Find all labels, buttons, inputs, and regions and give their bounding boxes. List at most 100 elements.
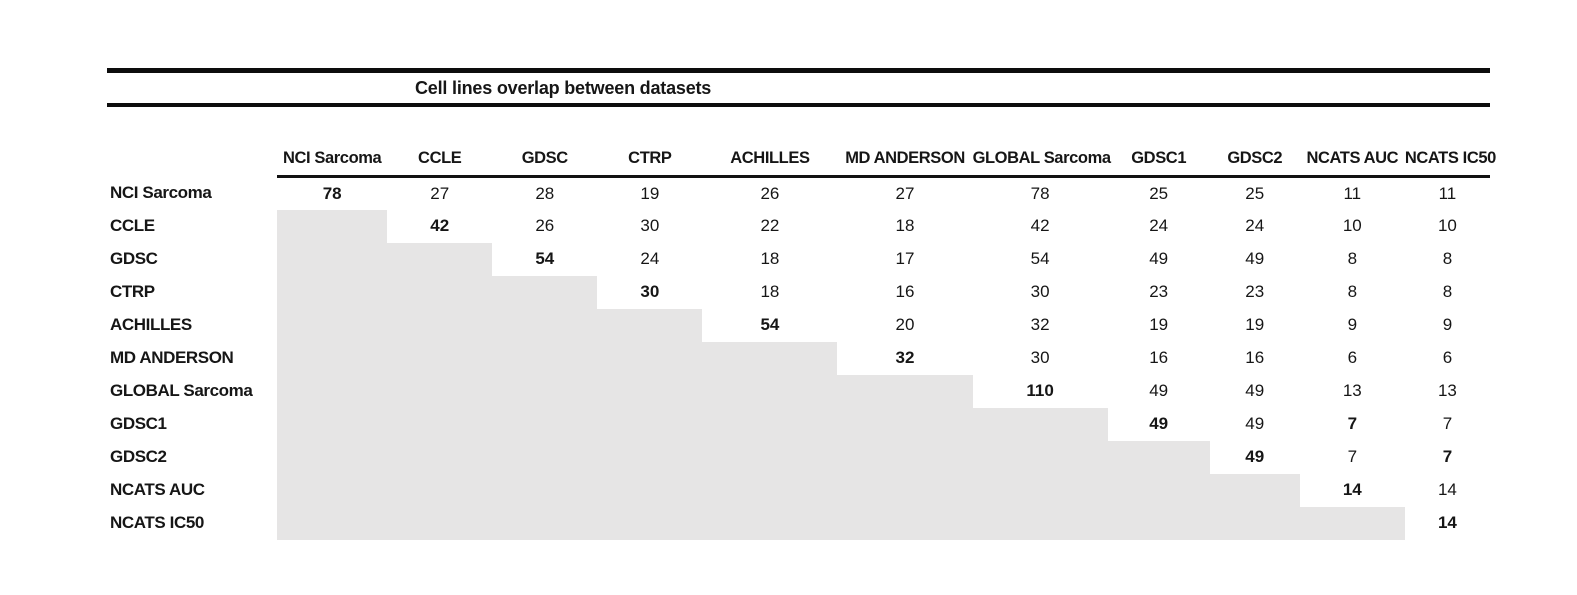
cell-r9-c2 — [492, 473, 598, 507]
column-header-c3: CTRP — [597, 107, 703, 178]
cell-r1-c0 — [277, 209, 388, 243]
cell-r0-c2: 28 — [535, 183, 555, 203]
cell-r8-c10: 7 — [1442, 447, 1453, 466]
cell-r4-c3 — [597, 308, 703, 342]
cell-r4-c4: 54 — [760, 315, 780, 334]
cell-r5-c7: 16 — [1149, 348, 1169, 367]
table-title: Cell lines overlap between datasets — [415, 77, 712, 98]
cell-r9-c1 — [387, 473, 493, 507]
cell-r10-c3 — [597, 506, 703, 540]
cell-r2-c4: 18 — [760, 249, 780, 268]
cell-r10-c6 — [972, 506, 1108, 540]
cell-r10-c7 — [1107, 506, 1210, 540]
cell-r3-c3: 30 — [640, 282, 660, 301]
cell-r10-c0 — [277, 506, 388, 540]
cell-r2-c10: 8 — [1442, 249, 1453, 268]
cell-r7-c10: 7 — [1442, 414, 1453, 433]
cell-r3-c7: 23 — [1149, 282, 1169, 301]
cell-r1-c4: 22 — [760, 216, 780, 235]
mid-rule — [107, 103, 1490, 107]
cell-r5-c8: 16 — [1245, 348, 1265, 367]
cell-r0-c0: 78 — [322, 183, 342, 203]
cell-r2-c6: 54 — [1030, 249, 1050, 268]
row-header-r8: GDSC2 — [107, 440, 278, 474]
table-row-r6: GLOBAL Sarcoma 110 49 49 13 13 — [107, 374, 1490, 408]
cell-r6-c2 — [492, 374, 598, 408]
row-header-r10: NCATS IC50 — [107, 506, 278, 540]
cell-r1-c10: 10 — [1437, 216, 1457, 235]
cell-r0-c6: 78 — [1030, 183, 1050, 203]
cell-r1-c6: 42 — [1030, 216, 1050, 235]
matrix-header: NCI Sarcoma CCLE GDSC CTRP ACHILLES MD ANDERS… — [107, 107, 1496, 178]
table-row-r2: GDSC 54 24 18 17 54 49 49 8 8 — [107, 242, 1490, 276]
cell-r0-c10: 11 — [1438, 183, 1457, 203]
cell-r1-c2: 26 — [535, 216, 555, 235]
cell-r5-c5: 32 — [895, 348, 915, 367]
cell-r5-c2 — [492, 341, 598, 375]
table-row-r5: MD ANDERSON 32 30 16 16 6 6 — [107, 341, 1490, 375]
cell-r7-c3 — [597, 407, 703, 441]
cell-r4-c10: 9 — [1442, 315, 1453, 334]
cell-r2-c9: 8 — [1347, 249, 1358, 268]
table-row-r7: GDSC1 49 49 7 7 — [107, 407, 1490, 441]
cell-r0-c4: 26 — [760, 183, 780, 203]
cell-r9-c4 — [702, 473, 838, 507]
cell-r4-c5: 20 — [895, 315, 915, 334]
cell-r9-c7 — [1107, 473, 1210, 507]
cell-r8-c5 — [837, 440, 973, 474]
cell-r0-c1: 27 — [430, 183, 450, 203]
cell-r5-c4 — [702, 341, 838, 375]
row-header-r9: NCATS AUC — [107, 473, 278, 507]
cell-r0-c9: 11 — [1343, 183, 1362, 203]
cell-r6-c1 — [387, 374, 493, 408]
cell-r2-c7: 49 — [1149, 249, 1169, 268]
cell-r7-c9: 7 — [1347, 414, 1358, 433]
cell-r5-c0 — [277, 341, 388, 375]
cell-r5-c3 — [597, 341, 703, 375]
cell-r7-c1 — [387, 407, 493, 441]
cell-r5-c1 — [387, 341, 493, 375]
cell-r8-c2 — [492, 440, 598, 474]
cell-r8-c1 — [387, 440, 493, 474]
cell-r4-c9: 9 — [1347, 315, 1358, 334]
cell-r9-c8 — [1209, 473, 1300, 507]
cell-r7-c4 — [702, 407, 838, 441]
cell-r8-c3 — [597, 440, 703, 474]
cell-r5-c6: 30 — [1030, 348, 1050, 367]
table-row-r3: CTRP 30 18 16 30 23 23 8 8 — [107, 275, 1490, 309]
cell-r0-c3: 19 — [640, 183, 660, 203]
row-header-r7: GDSC1 — [107, 407, 278, 441]
matrix-body: NCI Sarcoma 78 27 28 19 26 27 78 25 25 11 11 CCLE 42 2… — [107, 176, 1490, 540]
cell-r6-c8: 49 — [1245, 381, 1265, 400]
cell-r3-c5: 16 — [895, 282, 915, 301]
cell-r3-c8: 23 — [1245, 282, 1265, 301]
cell-r2-c5: 17 — [895, 249, 915, 268]
cell-r10-c1 — [387, 506, 493, 540]
cell-r7-c5 — [837, 407, 973, 441]
cell-r4-c2 — [492, 308, 598, 342]
cell-r0-c5: 27 — [895, 183, 915, 203]
cell-r5-c9: 6 — [1347, 348, 1358, 367]
cell-r2-c0 — [277, 242, 388, 276]
cell-r8-c4 — [702, 440, 838, 474]
cell-r3-c9: 8 — [1347, 282, 1358, 301]
cell-r3-c0 — [277, 275, 388, 309]
cell-r1-c1: 42 — [430, 216, 450, 235]
row-header-r1: CCLE — [107, 209, 278, 243]
cell-r2-c3: 24 — [640, 249, 660, 268]
cell-r7-c6 — [972, 407, 1108, 441]
row-header-r2: GDSC — [107, 242, 278, 276]
column-header-c6: GLOBAL Sarcoma — [972, 107, 1111, 178]
cell-r3-c4: 18 — [760, 282, 780, 301]
cell-r3-c1 — [387, 275, 493, 309]
cell-r4-c0 — [277, 308, 388, 342]
cell-r1-c3: 30 — [640, 216, 660, 235]
cell-r3-c10: 8 — [1442, 282, 1453, 301]
cell-r7-c8: 49 — [1245, 414, 1265, 433]
cell-r7-c2 — [492, 407, 598, 441]
column-header-c7: GDSC1 — [1107, 107, 1210, 178]
cell-r8-c9: 7 — [1347, 447, 1358, 466]
cell-r8-c6 — [972, 440, 1108, 474]
cell-r6-c3 — [597, 374, 703, 408]
cell-r9-c9: 14 — [1342, 480, 1362, 499]
